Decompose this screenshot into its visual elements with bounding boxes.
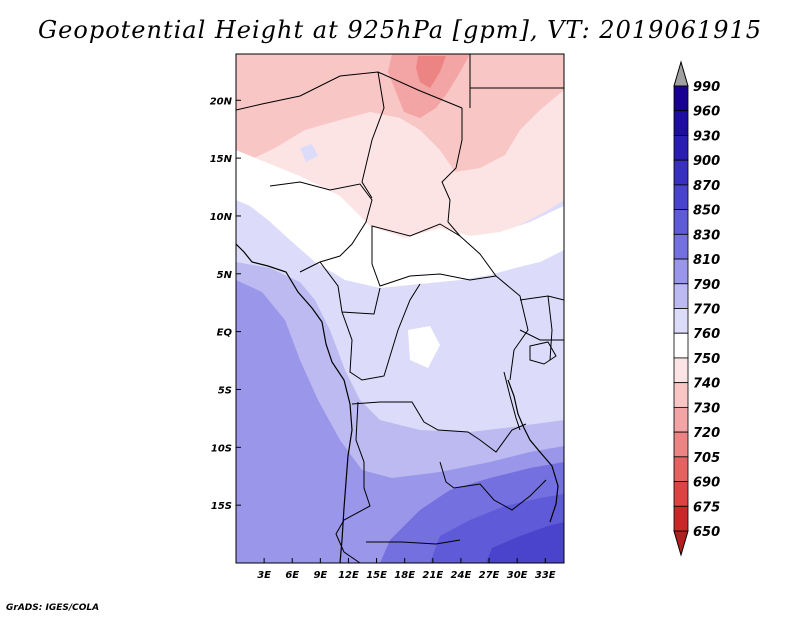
colorbar-swatch (673, 357, 689, 384)
colorbar-label: 960 (693, 105, 720, 120)
lon-tick-label: 21E (422, 570, 443, 581)
colorbar-swatch (673, 283, 689, 309)
lon-tick-label: 6E (285, 570, 299, 581)
colorbar-label: 770 (693, 303, 720, 318)
border-namibia (366, 539, 461, 545)
border-congo (341, 283, 421, 381)
lon-tick-label: 33E (535, 570, 556, 581)
colorbar-swatch (673, 481, 689, 507)
colorbar-swatch (673, 308, 689, 334)
lon-tick-label: 27E (479, 570, 500, 581)
colorbar-swatch (673, 85, 689, 112)
colorbar-swatch (673, 209, 689, 235)
colorbar-swatch (673, 159, 689, 186)
colorbar-swatch (673, 382, 689, 408)
colorbar-label: 850 (693, 204, 720, 219)
lat-tick-label: 10N (210, 212, 233, 223)
colorbar-label: 990 (693, 80, 720, 95)
colorbar-label: 705 (693, 451, 720, 466)
coastline-west (236, 243, 353, 563)
colorbar-label: 870 (693, 179, 720, 194)
height-field (236, 54, 564, 563)
colorbar-label: 930 (693, 129, 720, 144)
lake-tanganyika (503, 371, 521, 431)
border-drc-south (351, 401, 527, 453)
border-chad-sudan (441, 108, 463, 237)
longitude-axis: 3E 6E 9E 12E 15E 18E 21E 24E 27E 30E 33E (257, 558, 556, 581)
latitude-axis: 20N 15N 10N 5N EQ 5S 10S 15S (210, 96, 241, 512)
lat-tick-label: 15N (210, 154, 233, 165)
lon-tick-label: 9E (313, 570, 327, 581)
field-region-740 (236, 54, 564, 172)
colorbar-swatch (673, 258, 689, 285)
lat-tick-label: EQ (217, 328, 233, 339)
lat-tick-label: 15S (211, 501, 232, 512)
colorbar-swatch (673, 332, 689, 359)
border-car (371, 223, 497, 287)
colorbar-label: 900 (693, 154, 720, 169)
lon-tick-label: 30E (507, 570, 528, 581)
field-region-720 (416, 56, 446, 88)
map-frame (235, 53, 565, 564)
colorbar-label: 810 (693, 253, 720, 268)
lake-victoria (529, 341, 557, 365)
colorbar-label: 675 (693, 500, 720, 515)
map-title: Geopotential Height at 925hPa [gpm], VT:… (38, 16, 762, 44)
lon-tick-label: 3E (257, 570, 271, 581)
colorbar-swatch (673, 135, 689, 161)
colorbar-label: 720 (693, 426, 720, 441)
field-region-870 (486, 522, 564, 563)
colorbar-label: 830 (693, 228, 720, 243)
colorbar-under-arrow (673, 530, 689, 557)
lat-tick-label: 5N (217, 270, 233, 281)
lat-tick-label: 5S (218, 385, 232, 396)
colorbar-label: 730 (693, 401, 720, 416)
lon-tick-label: 24E (451, 570, 472, 581)
border-drc-east (495, 275, 529, 381)
lat-tick-label: 10S (211, 443, 232, 454)
colorbar-label: 650 (693, 525, 720, 540)
field-region-760 (236, 150, 564, 288)
field-patch-north (300, 144, 318, 162)
borders (236, 54, 564, 563)
coastline-east-lake (507, 379, 559, 523)
lon-tick-label: 18E (394, 570, 415, 581)
lat-tick-label: 20N (210, 96, 233, 107)
lon-tick-label: 12E (338, 570, 359, 581)
field-patch-lake (408, 326, 440, 368)
border-algeria-niger (236, 71, 463, 111)
border-angola (335, 401, 371, 563)
border-east-africa (519, 295, 564, 361)
colorbar-swatch (673, 505, 689, 532)
colorbar-swatch (673, 184, 689, 211)
colorbar-swatch (673, 233, 689, 260)
border-zambia (439, 461, 547, 511)
colorbar-label: 690 (693, 476, 720, 491)
colorbar-swatch (673, 456, 689, 482)
colorbar: 990 960 930 900 870 850 830 810 790 770 760 750 740 7… (673, 60, 720, 557)
colorbar-label: 760 (693, 327, 720, 342)
border-nigeria (269, 181, 373, 273)
colorbar-over-arrow (673, 60, 689, 87)
border-niger-chad (361, 71, 385, 199)
lon-tick-label: 15E (366, 570, 387, 581)
colorbar-label: 740 (693, 377, 720, 392)
colorbar-label: 790 (693, 278, 720, 293)
grads-credit: GrADS: IGES/COLA (6, 603, 100, 613)
colorbar-swatch (673, 110, 689, 136)
colorbar-swatch (673, 406, 689, 433)
colorbar-swatch (673, 431, 689, 458)
colorbar-label: 750 (693, 352, 720, 367)
